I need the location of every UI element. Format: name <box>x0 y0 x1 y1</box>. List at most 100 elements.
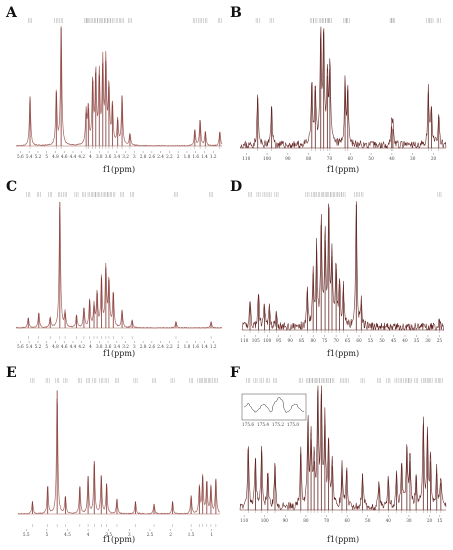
spectrum-a-plot: 5.6 5.4 5.2 5 4.8 4.6 4.4 4.2 4 3.8 3.6 3.4 3.2 3 2.8 2… <box>15 18 223 174</box>
x-axis-label: f1(ppm) <box>327 535 359 544</box>
x-axis-ticks: 110 100 90 80 70 60 50 40 30 20 15 <box>240 515 443 523</box>
tick-label: 2.5 <box>147 532 154 537</box>
x-axis-label: f1(ppm) <box>103 535 135 544</box>
peak-annotations <box>248 192 442 197</box>
tick-label: 1.8 <box>184 154 191 159</box>
tick-label: 40 <box>386 518 392 523</box>
inset-frame <box>241 393 307 421</box>
tick-label: 4.6 <box>61 154 68 159</box>
inset-tick-label: 175.2 <box>272 422 284 427</box>
tick-label: 4.8 <box>52 154 59 159</box>
tick-label: 3.4 <box>113 344 120 349</box>
integral-marks <box>249 330 440 333</box>
x-axis-ticks: 110 105 100 95 90 85 80 75 70 65 60 55 50 45 40 35 30 25 <box>240 335 442 343</box>
tick-label: 5 <box>46 532 49 537</box>
tick-label: 4 <box>89 154 92 159</box>
spectrum-panel-e: E 5.5 5 4.5 4 3.5 3 2.5 2 1.5 1 f1(ppm) <box>4 364 226 546</box>
peak-points <box>249 204 440 330</box>
tick-label: 100 <box>263 338 271 343</box>
tick-label: 3.2 <box>122 344 129 349</box>
tick-label: 1.2 <box>210 154 217 159</box>
tick-label: 85 <box>299 338 305 343</box>
tick-label: 15 <box>437 518 443 523</box>
tick-label: 2.4 <box>157 154 164 159</box>
tick-label: 90 <box>285 156 291 161</box>
x-axis-ticks: 110 100 90 80 70 60 50 40 30 20 <box>242 153 437 161</box>
tick-label: 4.4 <box>70 344 77 349</box>
tick-label: 2.6 <box>149 154 156 159</box>
tick-label: 2.4 <box>157 344 164 349</box>
peak-points <box>257 34 440 148</box>
tick-label: 2.8 <box>140 154 147 159</box>
peak-annotations <box>28 18 222 23</box>
tick-label: 1 <box>210 532 213 537</box>
tick-label: 1.6 <box>192 154 199 159</box>
spectrum-panel-f: F 110 100 90 80 70 60 50 40 30 20 15 175.6 175.4 175.… <box>228 364 450 546</box>
tick-label: 80 <box>303 518 309 523</box>
panel-label: C <box>6 179 18 195</box>
integral-marks <box>257 148 439 151</box>
tick-label: 5.4 <box>26 344 33 349</box>
tick-label: 45 <box>391 338 397 343</box>
tick-label: 2 <box>177 154 180 159</box>
spectrum-panel-a: A 5.6 5.4 5.2 5 4.8 4.6 4.4 4.2 4 3.8 3.6 3.4 3.2 3 2.… <box>4 4 226 176</box>
tick-label: 35 <box>414 338 420 343</box>
tick-label: 4.2 <box>78 344 85 349</box>
panel-label: E <box>6 365 17 381</box>
spectrum-panel-d: D 110 105 100 95 90 85 80 75 70 65 60 55 50 45 40 35 30 2… <box>228 178 450 360</box>
tick-label: 5 <box>45 154 48 159</box>
tick-label: 4.2 <box>78 154 85 159</box>
tick-label: 3.2 <box>122 154 129 159</box>
x-axis-ticks: 5.6 5.4 5.2 5 4.8 4.6 4.4 4.2 4 3.8 3.6 3.4 3.2 3 2.8 2… <box>17 341 217 349</box>
tick-label: 3.6 <box>105 344 112 349</box>
inset-tick-label: 175.4 <box>257 422 269 427</box>
tick-label: 1.4 <box>201 154 208 159</box>
tick-label: 90 <box>288 338 294 343</box>
peak-points <box>27 202 212 328</box>
tick-label: 100 <box>261 518 269 523</box>
tick-label: 70 <box>324 518 330 523</box>
tick-label: 80 <box>306 156 312 161</box>
tick-label: 110 <box>240 518 248 523</box>
integral-marks <box>248 510 442 513</box>
tick-label: 70 <box>333 338 339 343</box>
panel-label: B <box>230 5 242 21</box>
tick-label: 3.6 <box>105 154 112 159</box>
peak-annotations <box>30 378 218 383</box>
tick-label: 3.4 <box>113 154 120 159</box>
tick-label: 25 <box>437 338 443 343</box>
tick-label: 40 <box>402 338 408 343</box>
panel-label: D <box>230 179 243 195</box>
tick-label: 4.8 <box>52 344 59 349</box>
tick-label: 75 <box>322 338 328 343</box>
panel-label: A <box>6 5 17 21</box>
tick-label: 60 <box>356 338 362 343</box>
tick-label: 2 <box>177 344 180 349</box>
spectrum-trace <box>240 26 447 150</box>
tick-label: 2.2 <box>166 154 173 159</box>
tick-label: 1.5 <box>188 532 195 537</box>
spectrum-trace <box>17 398 221 515</box>
tick-label: 1.6 <box>192 344 199 349</box>
inset: 175.6 175.4 175.2 175.0 <box>241 393 307 427</box>
tick-label: 30 <box>425 338 431 343</box>
tick-label: 3 <box>133 344 136 349</box>
tick-label: 2 <box>169 532 172 537</box>
tick-label: 50 <box>379 338 385 343</box>
inset-tick-label: 175.0 <box>287 422 299 427</box>
tick-label: 4 <box>89 344 92 349</box>
spectrum-c-plot: 5.6 5.4 5.2 5 4.8 4.6 4.4 4.2 4 3.8 3.6 3.4 3.2 3 2.8 2… <box>15 192 223 358</box>
spectrum-trace <box>241 201 445 332</box>
peak-annotations <box>26 192 213 197</box>
spectrum-trace <box>15 26 223 147</box>
spectrum-trace <box>15 207 223 329</box>
tick-label: 5.2 <box>35 154 42 159</box>
tick-label: 90 <box>283 518 289 523</box>
tick-label: 5 <box>45 344 48 349</box>
peak-annotations <box>255 18 441 23</box>
tick-label: 50 <box>368 156 374 161</box>
tick-label: 5.6 <box>17 344 24 349</box>
tick-label: 5.6 <box>17 154 24 159</box>
tick-label: 60 <box>348 156 354 161</box>
